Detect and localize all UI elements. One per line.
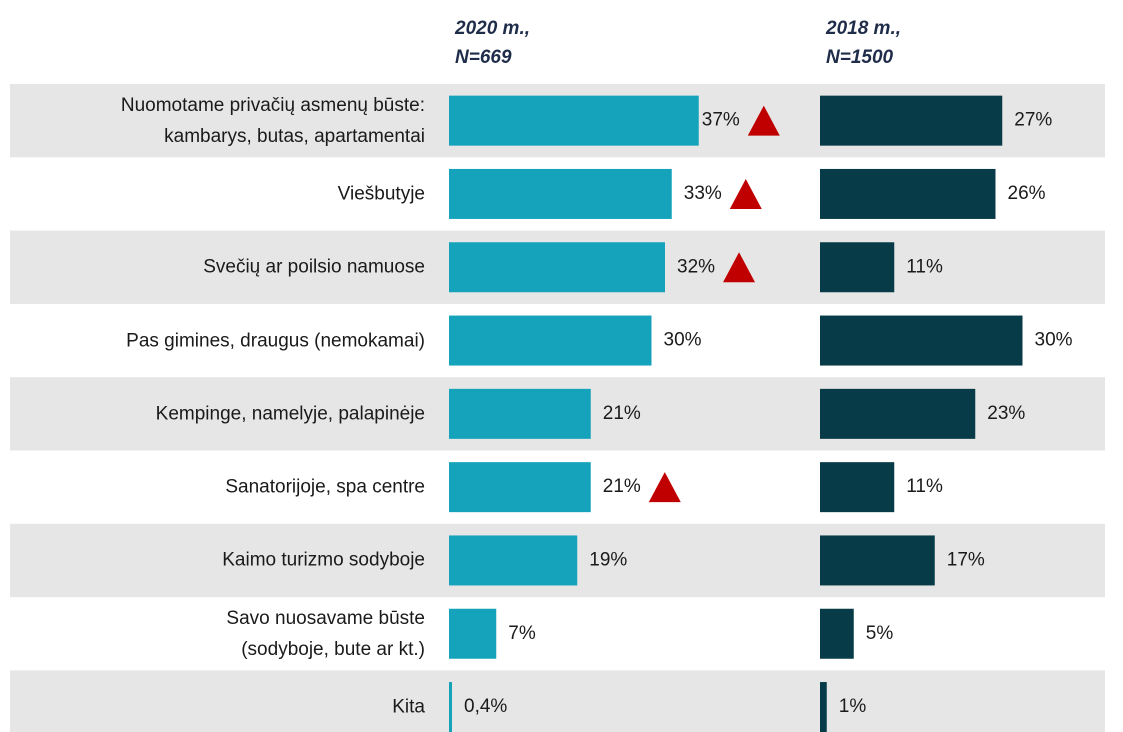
value-label: 23% — [987, 403, 1025, 424]
bar — [449, 388, 591, 439]
bar — [820, 95, 1003, 146]
value-label: 17% — [947, 549, 985, 570]
series-header: 2020 m., N=669 — [455, 18, 530, 68]
series-header: 2018 m., N=1500 — [826, 18, 901, 68]
category-label: Svečių ar poilsio namuose — [203, 256, 425, 278]
value-label: 5% — [866, 623, 894, 644]
value-label: 27% — [1014, 110, 1052, 131]
bar — [449, 242, 665, 293]
category-label: Kaimo turizmo sodyboje — [222, 549, 425, 571]
value-label: 1% — [839, 696, 867, 717]
value-label: 30% — [1035, 330, 1073, 351]
row-band — [10, 670, 1105, 732]
bar — [449, 608, 497, 659]
value-label: 21% — [603, 476, 641, 497]
bar — [820, 242, 895, 293]
value-label: 0,4% — [464, 696, 507, 717]
value-label: 32% — [677, 256, 715, 277]
bar — [820, 608, 854, 659]
category-label: Kita — [392, 696, 425, 718]
value-label: 37% — [702, 110, 740, 131]
bar — [820, 168, 996, 219]
category-label: Kempinge, namelyje, palapinėje — [155, 403, 425, 425]
bar — [449, 168, 672, 219]
bar — [820, 388, 976, 439]
value-label: 19% — [589, 549, 627, 570]
significance-marker — [648, 472, 681, 503]
value-label: 7% — [508, 623, 536, 644]
value-label: 30% — [664, 330, 702, 351]
bar — [820, 462, 895, 513]
significance-marker — [723, 252, 756, 283]
value-label: 21% — [603, 403, 641, 424]
category-label: Sanatorijoje, spa centre — [225, 476, 425, 498]
value-label: 11% — [906, 476, 943, 497]
bar — [449, 462, 591, 513]
value-label: 26% — [1008, 183, 1046, 204]
value-label: 11% — [906, 256, 943, 277]
category-label: Viešbutyje — [337, 183, 425, 205]
bar — [449, 95, 699, 146]
significance-marker — [747, 105, 780, 136]
bar — [820, 535, 935, 586]
bar — [449, 535, 578, 586]
bar — [820, 315, 1023, 366]
bar — [449, 315, 652, 366]
category-label: Pas gimines, draugus (nemokamai) — [126, 330, 425, 352]
category-label: Nuomotame privačių asmenų būste: kambary… — [120, 94, 425, 147]
bar — [820, 682, 827, 732]
significance-marker — [729, 178, 762, 209]
category-label: Savo nuosavame būste (sodyboje, bute ar … — [226, 607, 425, 660]
value-label: 33% — [684, 183, 722, 204]
bar — [449, 682, 452, 732]
